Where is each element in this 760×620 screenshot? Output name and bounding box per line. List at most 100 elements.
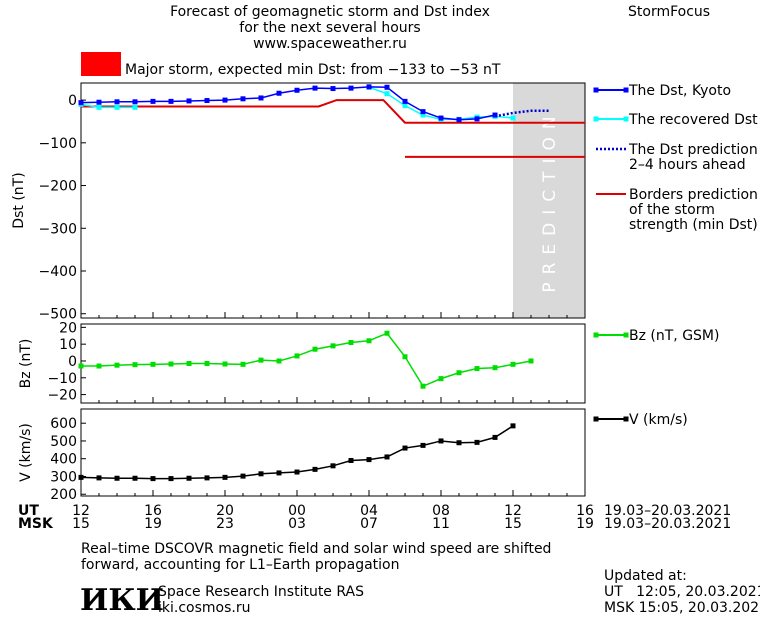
- ut-tick-label: 00: [288, 503, 306, 519]
- v-point: [420, 442, 426, 448]
- dst-y-tick-label: 0: [68, 93, 77, 109]
- bz-point: [474, 366, 480, 372]
- dst-y-tick-label: −500: [39, 307, 77, 323]
- ut-tick-label: 20: [216, 503, 234, 519]
- dst-kyoto-point: [168, 98, 174, 104]
- v-point: [402, 445, 408, 451]
- updated-ut: UT 12:05, 20.03.2021: [604, 584, 760, 600]
- recovered-dst-line: [368, 86, 514, 121]
- bz-point: [96, 363, 102, 369]
- dst-kyoto-line: [80, 86, 496, 121]
- bz-y-axis-label: Bz (nT): [18, 339, 34, 389]
- v-point: [186, 475, 192, 481]
- dst-kyoto-point: [150, 98, 156, 104]
- dst-kyoto-point: [132, 99, 138, 105]
- legend-bz-marker: [593, 332, 599, 338]
- v-y-tick-label: 500: [50, 434, 77, 450]
- v-point: [456, 440, 462, 446]
- dst-kyoto-point: [294, 87, 300, 93]
- dst-kyoto-point: [492, 112, 498, 118]
- chart-title-line2: for the next several hours: [239, 20, 421, 36]
- dst-kyoto-point: [456, 117, 462, 123]
- storm-border-line: [81, 99, 585, 124]
- bz-y-tick-label: 20: [59, 320, 77, 336]
- dst-prediction-line: [494, 109, 549, 118]
- recovered-dst-line: [80, 103, 135, 109]
- v-point: [168, 476, 174, 482]
- v-point: [312, 466, 318, 472]
- bz-point: [330, 343, 336, 349]
- legend-borders-label-line3: strength (min Dst): [629, 217, 758, 233]
- v-point: [204, 475, 210, 481]
- recovered-dst-point: [510, 115, 516, 121]
- bz-y-tick-label: 0: [68, 354, 77, 370]
- v-y-axis-label: V (km/s): [18, 423, 34, 482]
- legend-v-label: V (km/s): [629, 412, 688, 428]
- recovered-dst-point: [420, 112, 426, 118]
- updated-msk: MSK 15:05, 20.03.2021: [604, 600, 760, 616]
- bz-plot-frame: [80, 323, 586, 404]
- ut-tick-label: 16: [576, 503, 594, 519]
- institute-name: Space Research Institute RAS: [158, 584, 364, 600]
- dst-kyoto-point: [240, 96, 246, 102]
- ut-tick-label: 12: [504, 503, 522, 519]
- ut-tick-label: 08: [432, 503, 450, 519]
- msk-tick-label: 15: [72, 516, 90, 532]
- msk-tick-label: 19: [144, 516, 162, 532]
- legend-dst-marker: [623, 87, 629, 93]
- v-point: [258, 471, 264, 477]
- bz-point: [78, 363, 84, 369]
- updated-label: Updated at:: [604, 568, 687, 584]
- dst-y-tick-label: −400: [39, 264, 77, 280]
- msk-tick-label: 19: [576, 516, 594, 532]
- v-point: [96, 475, 102, 481]
- recovered-dst-point: [114, 104, 120, 110]
- footer-note-line2: forward, accounting for L1–Earth propaga…: [81, 557, 400, 573]
- v-y-tick-label: 200: [50, 487, 77, 503]
- legend-dst-marker: [593, 87, 599, 93]
- legend-prediction-label-line1: The Dst prediction: [628, 142, 758, 158]
- ut-date-range: 19.03–20.03.2021: [604, 503, 732, 519]
- bz-point: [150, 361, 156, 367]
- bz-y-tick-label: −20: [47, 388, 77, 404]
- legend-recovered-marker: [623, 116, 629, 122]
- msk-tick-label: 11: [432, 516, 450, 532]
- dst-kyoto-point: [348, 85, 354, 91]
- dst-kyoto-point: [402, 98, 408, 104]
- recovered-dst-point: [96, 104, 102, 110]
- v-plot-frame: [80, 408, 586, 497]
- dst-kyoto-point: [186, 98, 192, 104]
- legend-bz-label: Bz (nT, GSM): [629, 328, 719, 344]
- v-point: [474, 439, 480, 445]
- source-url: www.spaceweather.ru: [253, 36, 407, 52]
- msk-tick-label: 15: [504, 516, 522, 532]
- bz-point: [438, 376, 444, 382]
- dst-y-tick-label: −100: [39, 136, 77, 152]
- bz-point: [186, 361, 192, 366]
- dst-kyoto-point: [204, 98, 210, 104]
- v-point: [330, 463, 336, 469]
- bz-point: [132, 362, 138, 368]
- dst-y-axis-label: Dst (nT): [11, 172, 27, 228]
- legend-recovered-label: The recovered Dst: [628, 112, 758, 128]
- v-point: [150, 476, 156, 482]
- bz-point: [420, 383, 426, 389]
- dst-kyoto-point: [114, 99, 120, 105]
- bz-point: [528, 358, 534, 364]
- bz-point: [168, 361, 174, 367]
- recovered-dst-point: [132, 104, 138, 110]
- bz-y-tick-label: 10: [59, 337, 77, 353]
- ut-tick-label: 04: [360, 503, 378, 519]
- msk-axis-label: MSK: [18, 516, 53, 532]
- v-point: [240, 473, 246, 479]
- chart-title-line1: Forecast of geomagnetic storm and Dst in…: [170, 4, 490, 20]
- bz-point: [402, 354, 408, 360]
- v-y-tick-label: 300: [50, 469, 77, 485]
- dst-kyoto-point: [474, 116, 480, 122]
- dst-kyoto-point: [78, 100, 84, 106]
- v-point: [384, 454, 390, 460]
- dst-kyoto-point: [366, 84, 372, 90]
- bz-point: [276, 358, 282, 364]
- bz-line: [81, 332, 532, 388]
